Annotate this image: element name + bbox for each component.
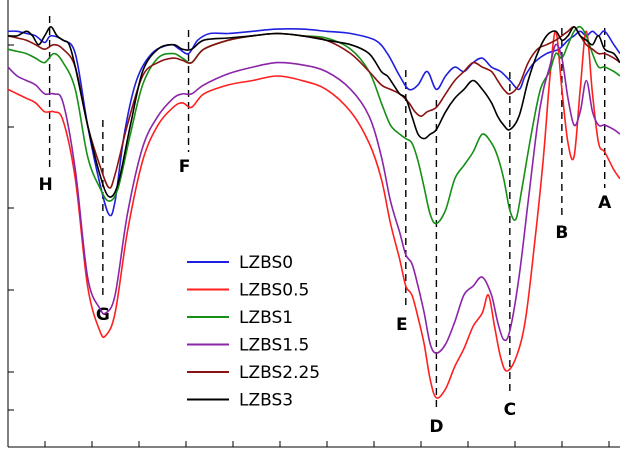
legend-entry-lzbs3: LZBS3 (239, 391, 293, 411)
peak-label-a: A (598, 193, 612, 213)
series-line-lzbs2-25 (7, 25, 620, 189)
series-line-lzbs1-5 (7, 43, 620, 354)
peak-label-e: E (396, 315, 408, 335)
peak-label-c: C (504, 400, 516, 420)
legend-entry-lzbs0: LZBS0 (239, 253, 293, 273)
peak-label-g: G (96, 305, 110, 325)
legend-entry-lzbs1: LZBS1 (239, 308, 293, 328)
series-line-lzbs0-5 (7, 30, 620, 399)
peak-label-b: B (555, 223, 568, 243)
legend-entry-lzbs2-25: LZBS2.25 (239, 363, 320, 383)
peak-label-f: F (179, 157, 191, 177)
series-line-lzbs1 (7, 25, 620, 225)
legend-entry-lzbs1-5: LZBS1.5 (239, 336, 309, 356)
legend-entry-lzbs0-5: LZBS0.5 (239, 281, 309, 301)
peak-label-d: D (429, 417, 443, 437)
series-line-lzbs3 (7, 26, 620, 198)
peak-label-h: H (38, 175, 52, 195)
legend: LZBS0 LZBS0.5 LZBS1 LZBS1.5 LZBS2.25 LZBS3 (187, 253, 320, 411)
